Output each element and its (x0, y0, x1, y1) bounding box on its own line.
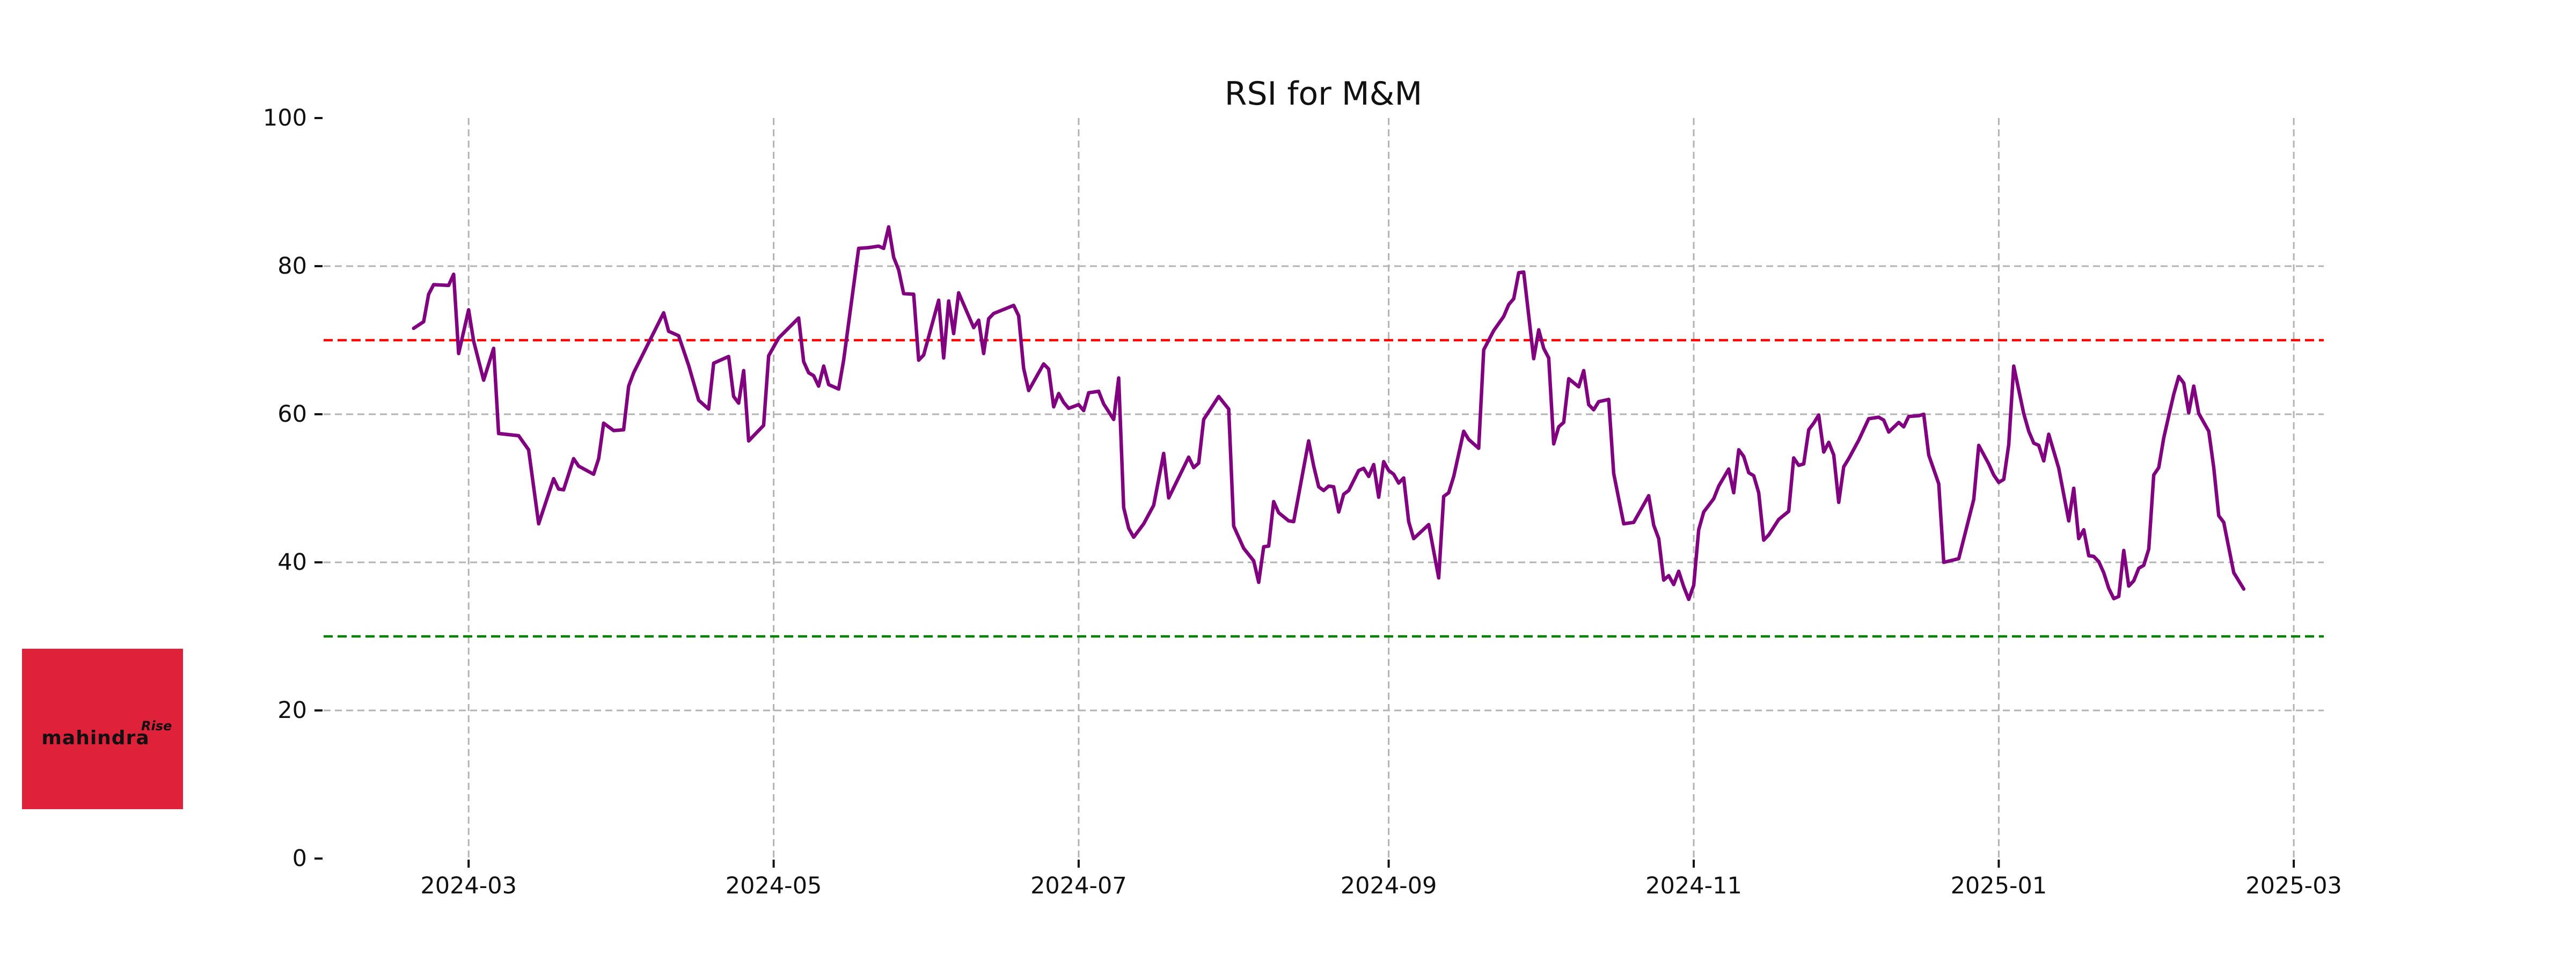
logo-brand-text: mahindra (41, 727, 149, 749)
x-tick-label: 2025-03 (2245, 872, 2342, 899)
x-tick-label: 2024-03 (420, 872, 517, 899)
y-axis-tick-labels: 0 20 40 60 80 100 (263, 105, 307, 872)
chart-title: RSI for M&M (1225, 75, 1422, 113)
y-tick-label: 60 (277, 401, 307, 428)
logo-tagline-text: Rise (141, 718, 172, 734)
mahindra-logo: mahindra Rise (22, 649, 183, 809)
y-tick-label: 20 (277, 697, 307, 724)
y-tick-label: 100 (263, 105, 307, 131)
x-tick-label: 2024-07 (1030, 872, 1127, 899)
y-tick-label: 80 (277, 253, 307, 280)
threshold-lines (324, 339, 2324, 638)
rsi-line (412, 225, 2246, 602)
y-tick-label: 40 (277, 549, 307, 576)
logo-background (22, 649, 183, 809)
axis-ticks (314, 117, 2295, 868)
y-gridlines (324, 265, 2324, 712)
y-tick-label: 0 (292, 845, 307, 872)
x-tick-label: 2024-11 (1645, 872, 1742, 899)
rsi-series (412, 225, 2246, 602)
x-tick-label: 2024-05 (726, 872, 822, 899)
x-tick-label: 2024-09 (1341, 872, 1437, 899)
x-tick-label: 2025-01 (1951, 872, 2047, 899)
x-axis-tick-labels: 2024-03 2024-05 2024-07 2024-09 2024-11 2025-… (420, 872, 2342, 899)
